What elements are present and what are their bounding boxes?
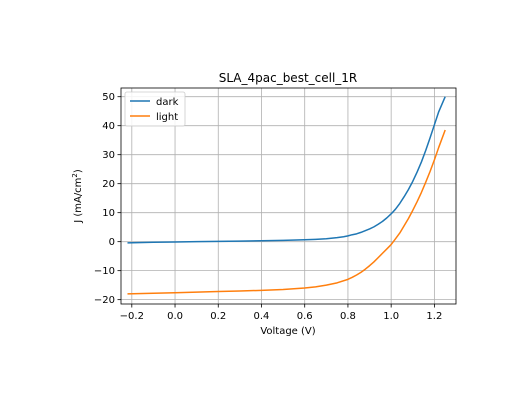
legend: dark light	[125, 92, 185, 126]
y-axis-label-close: )	[73, 169, 84, 173]
y-tick-label: 0	[109, 237, 115, 248]
legend-label-light: light	[156, 112, 178, 123]
chart-title: SLA_4pac_best_cell_1R	[219, 71, 358, 85]
legend-label-dark: dark	[156, 97, 179, 108]
x-tick-label: 0.6	[297, 311, 313, 322]
y-axis-label-main: J (mA/cm	[73, 178, 84, 224]
x-axis-label: Voltage (V)	[260, 326, 315, 337]
y-tick-label: 50	[102, 92, 115, 103]
y-tick-label: 40	[102, 121, 115, 132]
y-tick-label: −20	[94, 295, 115, 306]
x-tick-label: −0.2	[120, 311, 144, 322]
x-tick-label: 0.0	[167, 311, 183, 322]
x-tick-label: 0.4	[254, 311, 270, 322]
y-tick-label: −10	[94, 266, 115, 277]
y-tick-label: 10	[102, 208, 115, 219]
x-tick-label: 1.0	[383, 311, 399, 322]
y-tick-label: 20	[102, 179, 115, 190]
x-tick-label: 0.2	[210, 311, 226, 322]
x-tick-label: 0.8	[340, 311, 356, 322]
x-tick-label: 1.2	[426, 311, 442, 322]
y-tick-label: 30	[102, 150, 115, 161]
